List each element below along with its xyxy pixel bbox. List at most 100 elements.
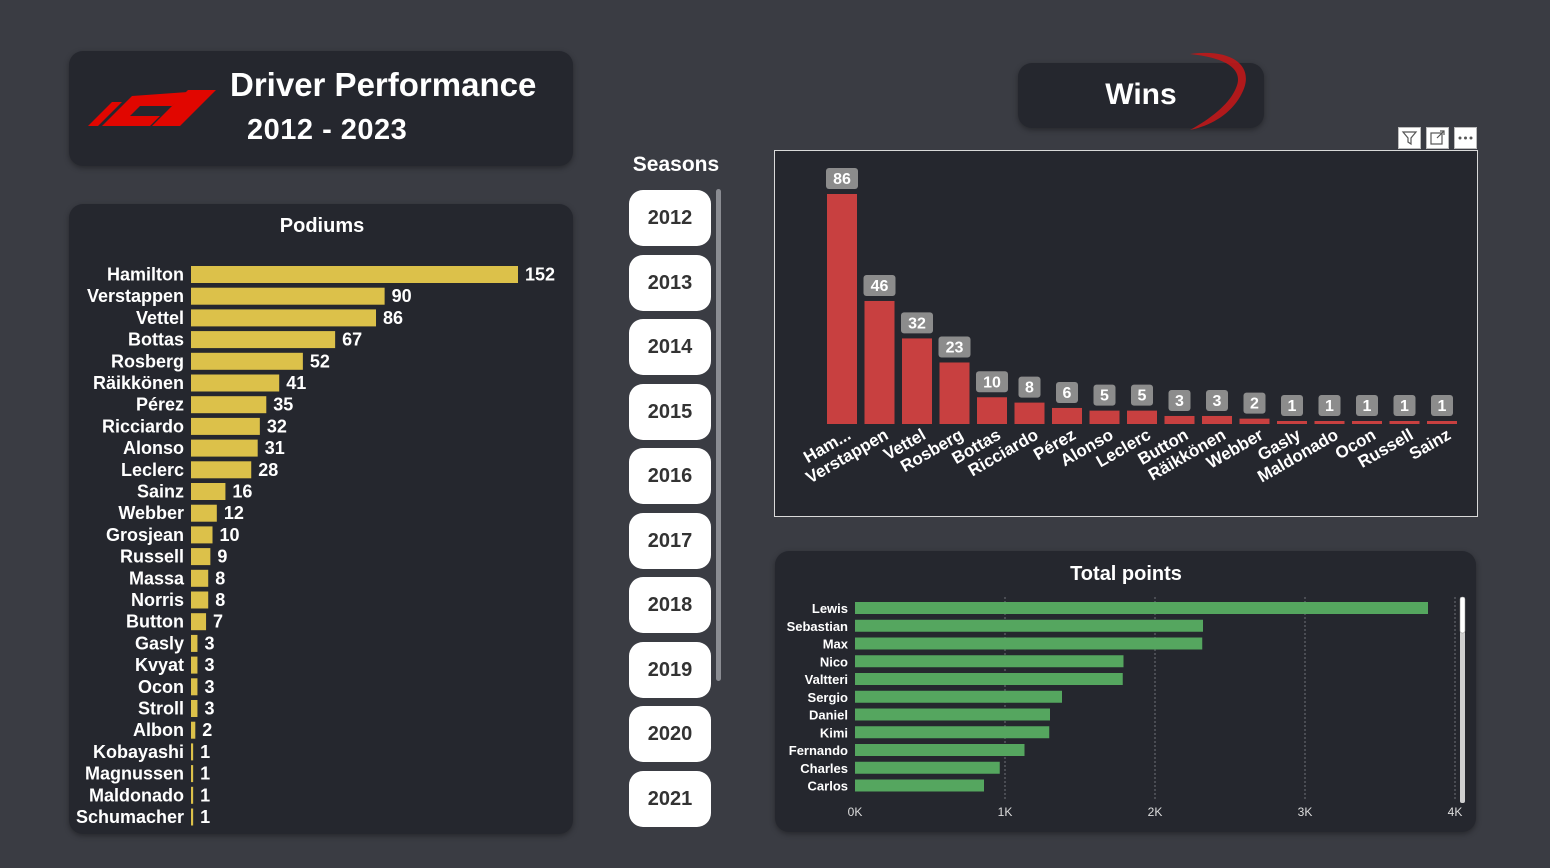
podiums-bar[interactable]	[191, 765, 194, 783]
more-options-icon[interactable]	[1454, 127, 1477, 149]
wins-bar[interactable]	[939, 362, 970, 424]
podiums-bar[interactable]	[191, 569, 209, 587]
podiums-bar[interactable]	[191, 613, 207, 631]
podiums-bar[interactable]	[191, 309, 377, 327]
total-points-bar[interactable]	[855, 619, 1203, 632]
wins-bar[interactable]	[1164, 415, 1195, 424]
podiums-bar[interactable]	[191, 808, 194, 826]
wins-bar[interactable]	[1089, 410, 1120, 424]
podiums-category-label: Kobayashi	[93, 742, 184, 762]
wins-data-label-bg	[1393, 395, 1416, 416]
podiums-bar[interactable]	[191, 548, 211, 566]
wins-bar[interactable]	[1277, 421, 1307, 424]
wins-bar[interactable]	[1427, 421, 1457, 424]
wins-data-label: 8	[1025, 380, 1034, 397]
podiums-bar[interactable]	[191, 461, 252, 479]
total-points-chart[interactable]: Total points 0K 1K 2K 3K 4K Lewis Sebastian Max N…	[775, 551, 1476, 832]
podiums-bar[interactable]	[191, 786, 194, 804]
wins-bar[interactable]	[1239, 418, 1270, 424]
wins-data-label: 5	[1100, 388, 1109, 405]
seasons-scrollbar[interactable]	[716, 189, 721, 681]
total-points-scroll-thumb[interactable]	[1459, 596, 1466, 634]
podiums-data-label: 90	[392, 286, 412, 306]
wins-data-label-bg	[1431, 395, 1453, 416]
podiums-bar[interactable]	[191, 656, 198, 674]
season-button-2018[interactable]: 2018	[629, 577, 711, 633]
focus-mode-icon[interactable]	[1426, 127, 1449, 149]
wins-data-label: 86	[833, 171, 851, 188]
podiums-category-label: Russell	[120, 547, 184, 567]
season-button-2012[interactable]: 2012	[629, 190, 711, 246]
wins-button[interactable]: Wins	[1018, 63, 1264, 128]
podiums-bar[interactable]	[191, 483, 226, 500]
wins-data-label-bg	[1206, 389, 1228, 411]
total-points-x-tick: 1K	[998, 805, 1013, 819]
podiums-category-label: Verstappen	[87, 286, 184, 306]
season-button-2015[interactable]: 2015	[629, 383, 711, 440]
total-points-category-label: Nico	[820, 654, 848, 669]
total-points-bar[interactable]	[855, 744, 1025, 756]
total-points-category-label: Kimi	[820, 725, 848, 740]
total-points-bar[interactable]	[855, 637, 1203, 650]
podiums-bar[interactable]	[191, 374, 280, 392]
podiums-category-label: Massa	[129, 568, 185, 588]
podiums-bar[interactable]	[191, 287, 385, 305]
total-points-bar[interactable]	[855, 655, 1124, 668]
wins-bar[interactable]	[1314, 421, 1345, 424]
wins-bar[interactable]	[1352, 421, 1382, 424]
podiums-bar[interactable]	[191, 743, 194, 761]
wins-bar[interactable]	[1127, 410, 1157, 424]
filter-icon[interactable]	[1398, 127, 1421, 149]
podiums-category-label: Rosberg	[111, 351, 184, 371]
podiums-category-label: Norris	[131, 590, 184, 610]
podiums-bar[interactable]	[191, 721, 196, 739]
wins-bar[interactable]	[1052, 407, 1082, 424]
wins-bar[interactable]	[827, 194, 857, 424]
wins-data-label-bg	[1056, 381, 1078, 403]
season-button-2021[interactable]: 2021	[629, 770, 711, 827]
season-button-2017[interactable]: 2017	[629, 512, 711, 569]
podiums-bar[interactable]	[191, 331, 336, 349]
podiums-bar[interactable]	[191, 417, 260, 435]
wins-bar[interactable]	[977, 397, 1007, 424]
total-points-x-tick: 3K	[1298, 805, 1313, 819]
season-button-2016[interactable]: 2016	[629, 448, 711, 504]
wins-chart[interactable]: 86Ham...46Verstappen32Vettel23Rosberg10B…	[774, 150, 1478, 517]
podiums-title: Podiums	[280, 215, 364, 237]
podiums-bar[interactable]	[191, 266, 518, 283]
podiums-bar[interactable]	[191, 352, 303, 370]
podiums-bar[interactable]	[191, 678, 198, 696]
podiums-category-label: Magnussen	[85, 764, 184, 784]
season-button-2013[interactable]: 2013	[629, 254, 711, 311]
total-points-bar[interactable]	[855, 708, 1050, 721]
podiums-data-label: 1	[200, 742, 210, 762]
podiums-bar[interactable]	[191, 700, 198, 717]
podiums-data-label: 3	[204, 699, 214, 719]
total-points-category-label: Carlos	[808, 779, 848, 794]
podiums-bar[interactable]	[191, 504, 217, 522]
season-button-2020[interactable]: 2020	[629, 706, 711, 762]
season-button-2014[interactable]: 2014	[629, 319, 711, 375]
wins-bar[interactable]	[902, 338, 932, 424]
wins-bar[interactable]	[1014, 402, 1045, 424]
season-button-2019[interactable]: 2019	[629, 641, 711, 698]
podiums-data-label: 2	[202, 720, 212, 740]
total-points-bar[interactable]	[855, 779, 984, 792]
podiums-data-label: 3	[204, 633, 214, 653]
total-points-bar[interactable]	[855, 690, 1062, 703]
total-points-bar[interactable]	[855, 602, 1428, 614]
wins-bar[interactable]	[864, 300, 895, 424]
total-points-bar[interactable]	[855, 673, 1123, 685]
total-points-scrollbar[interactable]	[1460, 597, 1465, 803]
podiums-bar[interactable]	[191, 439, 258, 457]
wins-bar[interactable]	[1389, 421, 1420, 424]
wins-bar[interactable]	[1202, 415, 1232, 424]
podiums-bar[interactable]	[191, 396, 267, 414]
podiums-bar[interactable]	[191, 526, 213, 544]
podiums-bar[interactable]	[191, 634, 198, 652]
podiums-category-label: Pérez	[136, 395, 184, 415]
total-points-bar[interactable]	[855, 761, 1000, 774]
total-points-bar[interactable]	[855, 726, 1050, 739]
podiums-bar[interactable]	[191, 591, 209, 609]
